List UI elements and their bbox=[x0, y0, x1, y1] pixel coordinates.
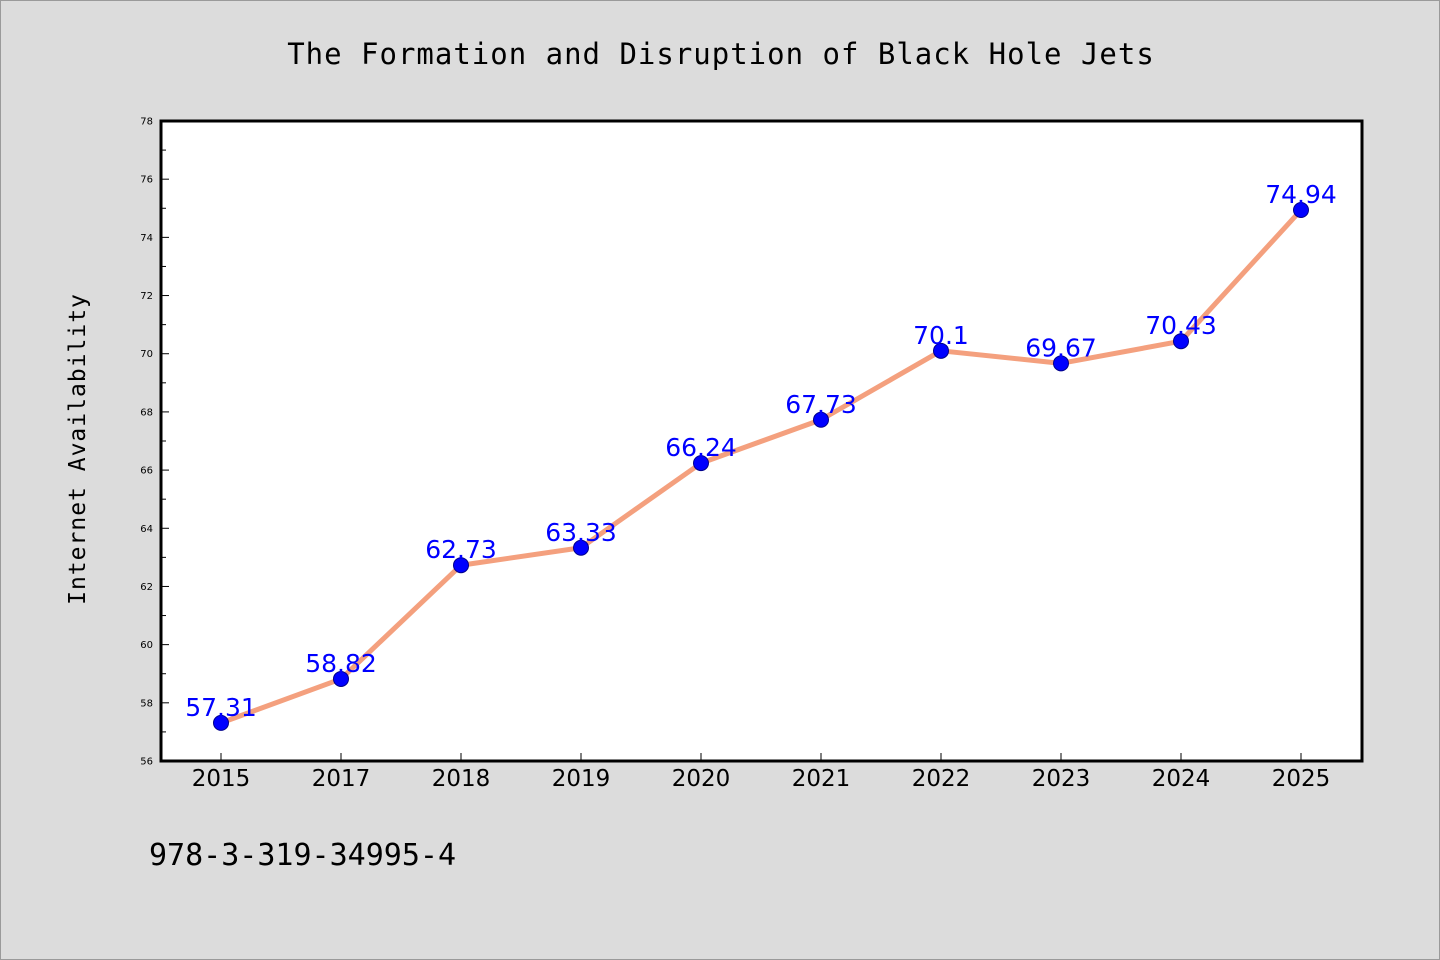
y-tick-label: 64 bbox=[140, 524, 153, 535]
y-tick-label: 60 bbox=[140, 640, 153, 651]
y-tick-label: 68 bbox=[140, 407, 153, 418]
data-label: 66.24 bbox=[665, 433, 737, 462]
y-tick-label: 74 bbox=[140, 233, 153, 244]
y-tick-label: 56 bbox=[140, 757, 153, 768]
data-point bbox=[453, 557, 469, 574]
data-labels: 57.31 58.82 62.73 63.33 66.24 67.73 70.1 69.67 7… bbox=[185, 180, 1337, 722]
data-label: 57.31 bbox=[185, 693, 257, 722]
data-label: 58.82 bbox=[305, 649, 377, 678]
data-point bbox=[1053, 355, 1069, 372]
data-point bbox=[213, 714, 229, 731]
chart-title: The Formation and Disruption of Black Ho… bbox=[287, 37, 1155, 71]
data-point bbox=[693, 455, 709, 472]
y-tick-label: 76 bbox=[140, 175, 153, 186]
data-point bbox=[1173, 333, 1189, 350]
series-line bbox=[218, 207, 1304, 726]
x-tick-label: 2020 bbox=[672, 766, 731, 792]
y-axis-label: Internet Availability bbox=[65, 293, 91, 605]
y-tick-label: 62 bbox=[140, 582, 153, 593]
x-tick-label: 2025 bbox=[1272, 766, 1331, 792]
data-point bbox=[333, 670, 349, 687]
data-label: 62.73 bbox=[425, 535, 497, 564]
isbn-footnote: 978-3-319-34995-4 bbox=[149, 838, 456, 873]
data-markers bbox=[213, 202, 1309, 731]
data-label: 70.1 bbox=[913, 321, 969, 350]
x-tick-label: 2015 bbox=[192, 766, 251, 792]
x-tick-label: 2023 bbox=[1032, 766, 1091, 792]
plot-frame bbox=[159, 119, 1364, 763]
data-point bbox=[1293, 202, 1309, 219]
y-tick-label: 70 bbox=[140, 349, 153, 360]
data-label: 69.67 bbox=[1025, 333, 1097, 362]
x-tick-label: 2021 bbox=[792, 766, 851, 792]
data-label: 74.94 bbox=[1265, 180, 1337, 209]
x-tick-label: 2018 bbox=[432, 766, 491, 792]
y-tick-label: 72 bbox=[140, 291, 153, 302]
y-tick-label: 58 bbox=[140, 698, 153, 709]
data-label: 67.73 bbox=[785, 390, 857, 419]
x-tick-label: 2024 bbox=[1152, 766, 1211, 792]
x-tick-label: 2022 bbox=[912, 766, 971, 792]
data-label: 70.43 bbox=[1145, 311, 1217, 340]
data-point bbox=[573, 539, 589, 556]
data-point bbox=[933, 342, 949, 359]
y-tick-label: 78 bbox=[140, 117, 153, 128]
data-point bbox=[813, 411, 829, 428]
data-label: 63.33 bbox=[545, 518, 617, 547]
y-tick-label: 66 bbox=[140, 466, 153, 477]
series-line-group bbox=[218, 207, 1304, 726]
x-tick-label: 2017 bbox=[312, 766, 371, 792]
x-tick-label: 2019 bbox=[552, 766, 611, 792]
x-axis-ticks: 2015 2017 2018 2019 2020 2021 2022 2023 2024 2025 bbox=[192, 753, 1331, 792]
